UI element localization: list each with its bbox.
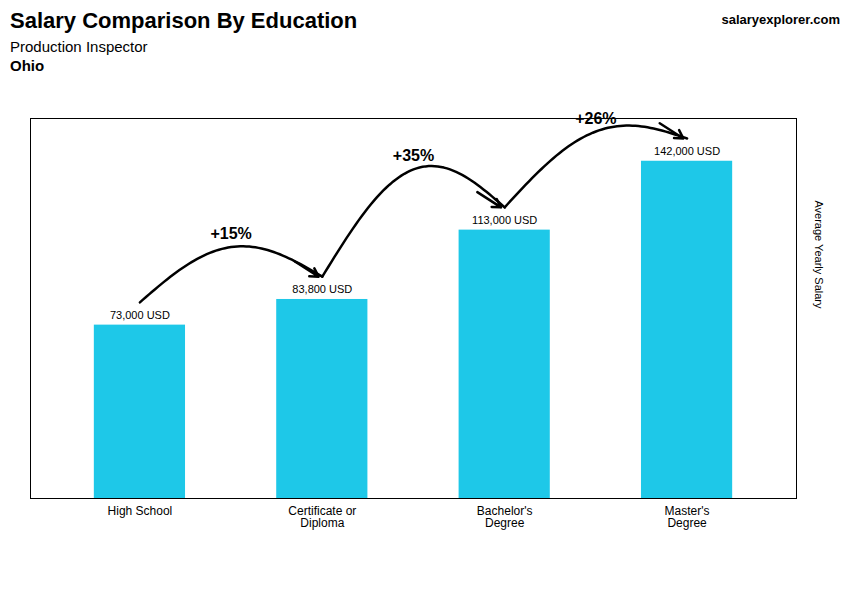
svg-text:Average Yearly Salary: Average Yearly Salary	[813, 200, 825, 309]
svg-text:73,000 USD: 73,000 USD	[110, 309, 170, 321]
svg-text:83,800 USD: 83,800 USD	[292, 283, 352, 295]
svg-text:Certificate orDiploma: Certificate orDiploma	[288, 504, 356, 530]
html-text:salaryexplorer.com: salaryexplorer.com	[721, 12, 840, 27]
svg-text:142,000 USD: 142,000 USD	[654, 145, 720, 157]
svg-text:Master'sDegree: Master'sDegree	[665, 504, 710, 530]
html-text:Ohio: Ohio	[10, 57, 45, 74]
svg-text:+35%: +35%	[393, 147, 434, 164]
svg-text:Bachelor'sDegree: Bachelor'sDegree	[477, 504, 533, 530]
svg-text:+26%: +26%	[575, 109, 617, 127]
html-text:Production Inspector: Production Inspector	[10, 38, 148, 55]
svg-text:+15%: +15%	[210, 225, 251, 242]
svg-text:113,000 USD: 113,000 USD	[472, 214, 537, 226]
svg-text:High School: High School	[108, 504, 173, 518]
html-text:Salary Comparison By Education: Salary Comparison By Education	[10, 8, 358, 33]
